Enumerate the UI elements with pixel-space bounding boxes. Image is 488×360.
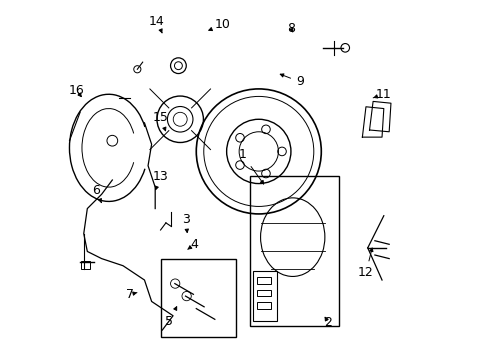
Text: 11: 11: [372, 88, 391, 101]
Text: 12: 12: [357, 248, 373, 279]
Text: 1: 1: [238, 148, 263, 184]
Text: 13: 13: [152, 170, 168, 190]
Bar: [257, 302, 271, 309]
Text: 6: 6: [92, 184, 101, 203]
Bar: [81, 261, 90, 269]
Text: 16: 16: [69, 84, 84, 97]
Text: 4: 4: [187, 238, 198, 251]
Bar: [253, 271, 276, 321]
Bar: [249, 176, 339, 327]
Text: 3: 3: [181, 213, 189, 233]
Text: 8: 8: [286, 22, 294, 35]
Text: 15: 15: [152, 111, 168, 131]
Text: 5: 5: [165, 307, 176, 328]
Text: 14: 14: [149, 14, 164, 33]
Text: 10: 10: [208, 18, 230, 31]
Bar: [257, 277, 271, 284]
Text: 9: 9: [280, 74, 303, 88]
Bar: [160, 258, 235, 337]
Bar: [257, 290, 271, 296]
Text: 2: 2: [324, 316, 332, 329]
Text: 7: 7: [126, 288, 137, 301]
